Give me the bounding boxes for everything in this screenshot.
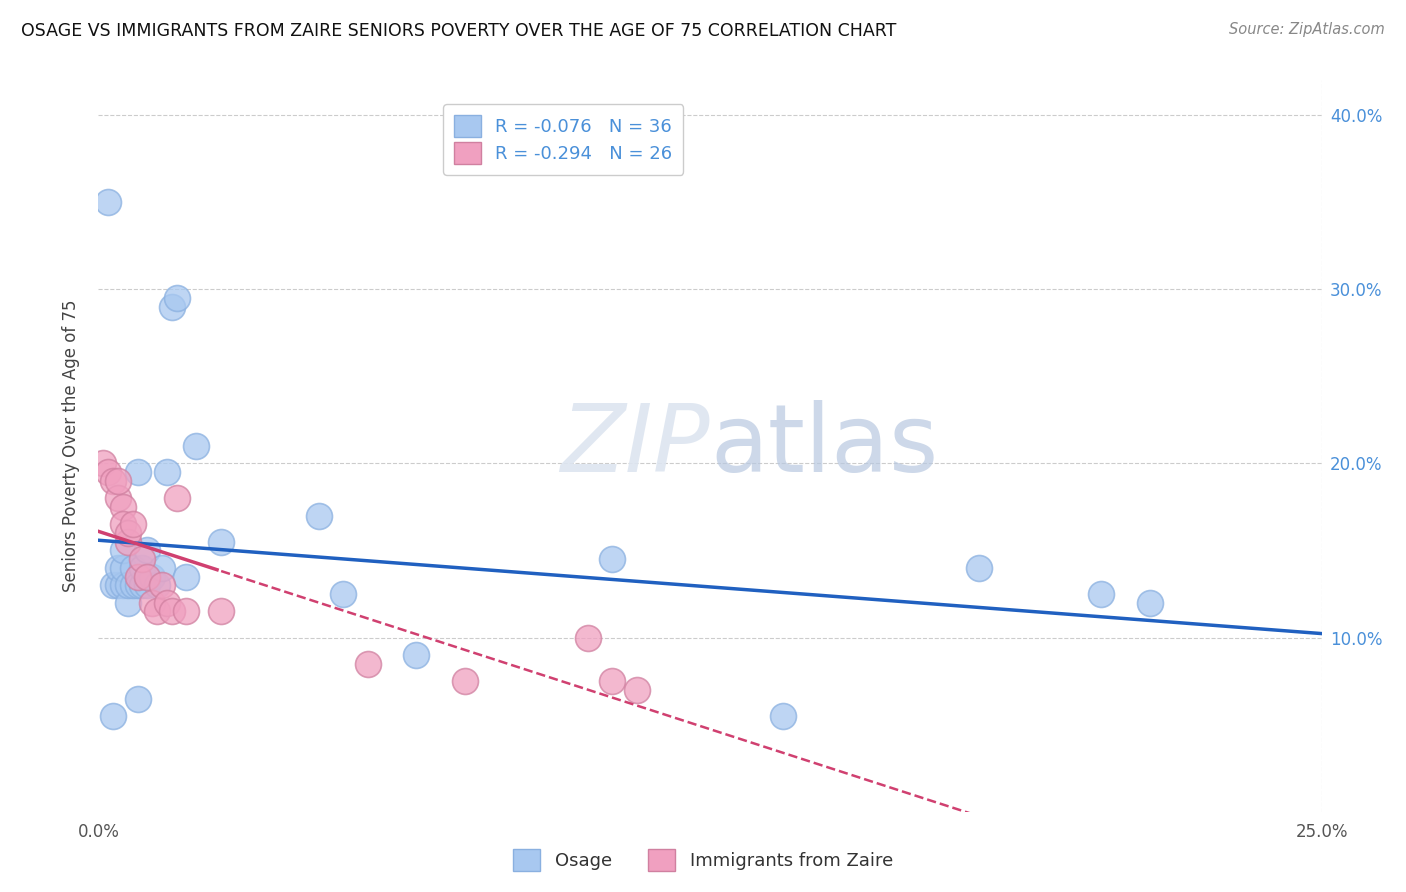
Point bbox=[141, 596, 163, 610]
Point bbox=[141, 569, 163, 583]
Point bbox=[117, 578, 139, 592]
Point bbox=[97, 195, 120, 210]
Text: ZIP: ZIP bbox=[561, 401, 710, 491]
Text: Source: ZipAtlas.com: Source: ZipAtlas.com bbox=[1229, 22, 1385, 37]
Point bbox=[107, 474, 129, 488]
Point bbox=[332, 587, 354, 601]
Point bbox=[127, 691, 149, 706]
Point bbox=[1139, 596, 1161, 610]
Point bbox=[131, 561, 153, 575]
Point bbox=[117, 596, 139, 610]
Point bbox=[772, 709, 794, 723]
Point bbox=[454, 674, 477, 689]
Point bbox=[209, 534, 232, 549]
Point bbox=[97, 465, 120, 479]
Point bbox=[626, 682, 648, 697]
Y-axis label: Seniors Poverty Over the Age of 75: Seniors Poverty Over the Age of 75 bbox=[62, 300, 80, 592]
Point bbox=[127, 578, 149, 592]
Point bbox=[156, 465, 179, 479]
Point bbox=[308, 508, 330, 523]
Point bbox=[136, 543, 159, 558]
Point bbox=[101, 578, 124, 592]
Point bbox=[576, 631, 599, 645]
Point bbox=[111, 543, 134, 558]
Legend: R = -0.076   N = 36, R = -0.294   N = 26: R = -0.076 N = 36, R = -0.294 N = 26 bbox=[443, 104, 683, 175]
Point bbox=[166, 291, 188, 305]
Point bbox=[127, 465, 149, 479]
Point bbox=[121, 517, 143, 532]
Point bbox=[160, 604, 183, 618]
Point bbox=[356, 657, 378, 671]
Point bbox=[176, 569, 198, 583]
Point bbox=[111, 517, 134, 532]
Point bbox=[146, 578, 169, 592]
Point bbox=[967, 561, 990, 575]
Point bbox=[156, 596, 179, 610]
Point bbox=[121, 561, 143, 575]
Point bbox=[150, 578, 173, 592]
Text: OSAGE VS IMMIGRANTS FROM ZAIRE SENIORS POVERTY OVER THE AGE OF 75 CORRELATION CH: OSAGE VS IMMIGRANTS FROM ZAIRE SENIORS P… bbox=[21, 22, 897, 40]
Point bbox=[186, 439, 208, 453]
Point bbox=[160, 300, 183, 314]
Point bbox=[117, 526, 139, 541]
Point bbox=[405, 648, 427, 662]
Point bbox=[127, 569, 149, 583]
Point bbox=[91, 457, 114, 471]
Point bbox=[600, 552, 623, 566]
Point bbox=[107, 561, 129, 575]
Point bbox=[146, 604, 169, 618]
Point bbox=[600, 674, 623, 689]
Point bbox=[111, 561, 134, 575]
Point bbox=[121, 578, 143, 592]
Point bbox=[107, 491, 129, 506]
Point bbox=[131, 552, 153, 566]
Point bbox=[111, 500, 134, 514]
Point bbox=[117, 534, 139, 549]
Text: atlas: atlas bbox=[710, 400, 938, 492]
Point bbox=[1090, 587, 1112, 601]
Point bbox=[209, 604, 232, 618]
Point bbox=[131, 578, 153, 592]
Point bbox=[136, 569, 159, 583]
Point bbox=[136, 578, 159, 592]
Point bbox=[107, 578, 129, 592]
Legend: Osage, Immigrants from Zaire: Osage, Immigrants from Zaire bbox=[506, 842, 900, 879]
Point bbox=[166, 491, 188, 506]
Point bbox=[176, 604, 198, 618]
Point bbox=[101, 709, 124, 723]
Point bbox=[111, 578, 134, 592]
Point bbox=[150, 561, 173, 575]
Point bbox=[101, 474, 124, 488]
